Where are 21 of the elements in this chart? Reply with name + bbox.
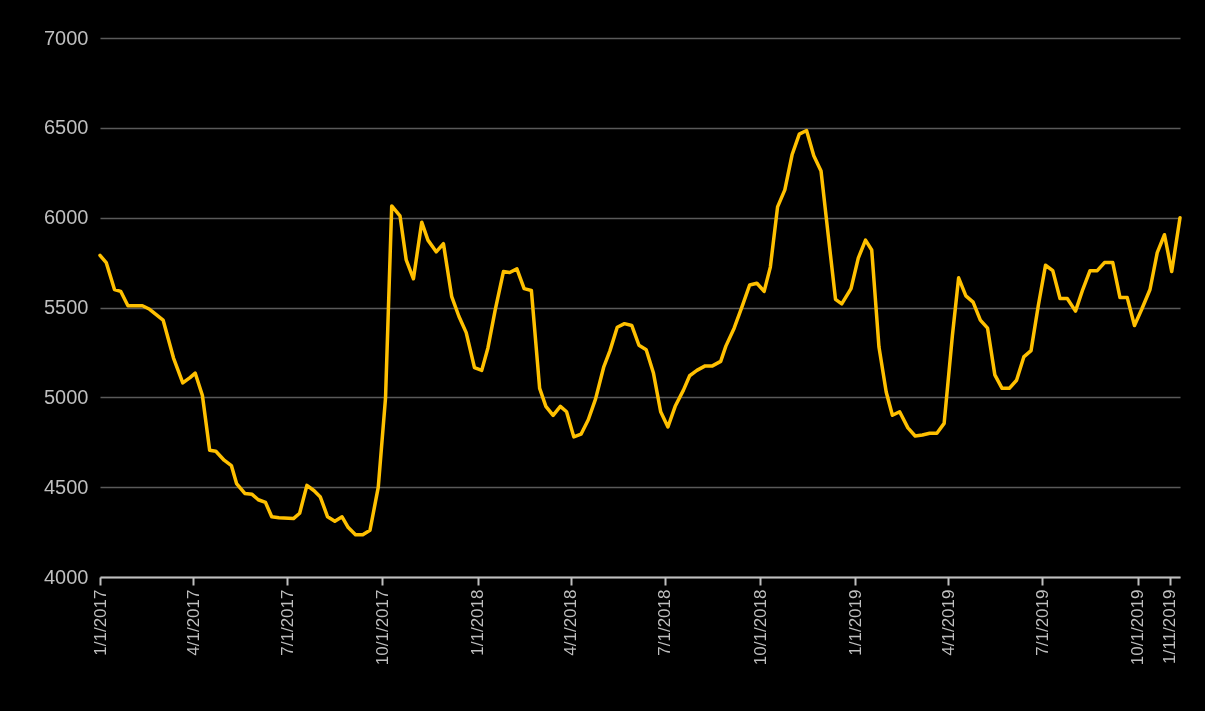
y-tick-label: 4000 bbox=[44, 565, 89, 588]
y-tick-label: 4500 bbox=[44, 475, 89, 498]
x-tick-label: 7/1/2017 bbox=[277, 589, 297, 656]
x-tick-label: 10/1/2018 bbox=[750, 589, 770, 666]
x-tick-label: 1/11/2019 bbox=[1160, 589, 1180, 664]
y-tick-label: 7000 bbox=[44, 26, 89, 49]
x-tick-label: 7/1/2018 bbox=[655, 589, 675, 656]
x-tick-label: 1/1/2018 bbox=[468, 589, 488, 656]
x-tick-label: 4/1/2017 bbox=[183, 589, 203, 656]
x-tick-label: 10/1/2019 bbox=[1128, 589, 1148, 666]
x-tick-label: 1/1/2019 bbox=[845, 589, 865, 656]
y-tick-label: 6000 bbox=[44, 206, 89, 229]
x-tick-label: 10/1/2017 bbox=[372, 589, 392, 666]
x-tick-label: 4/1/2018 bbox=[561, 589, 581, 656]
y-tick-label: 5500 bbox=[44, 296, 89, 318]
line-series bbox=[98, 128, 1182, 537]
x-tick-label: 4/1/2019 bbox=[938, 589, 958, 656]
y-tick-label: 6500 bbox=[44, 116, 89, 139]
x-tick-label: 7/1/2019 bbox=[1032, 589, 1052, 656]
y-tick-label: 5000 bbox=[44, 385, 89, 408]
x-tick-label: 1/1/2017 bbox=[90, 589, 110, 656]
